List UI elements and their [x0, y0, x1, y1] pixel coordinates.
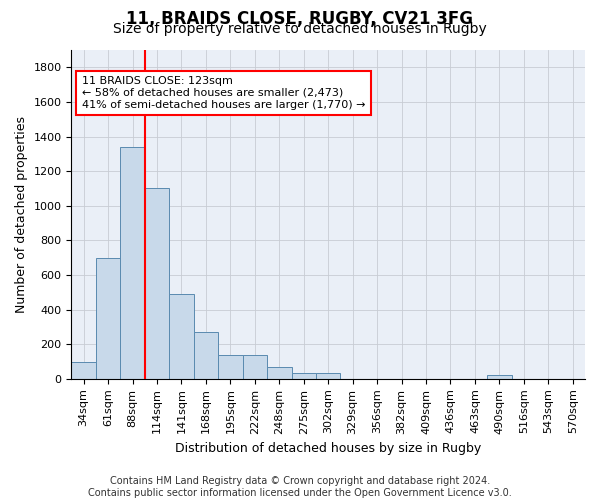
Bar	[487, 376, 512, 379]
X-axis label: Distribution of detached houses by size in Rugby: Distribution of detached houses by size …	[175, 442, 481, 455]
Bar	[292, 373, 316, 379]
Text: Size of property relative to detached houses in Rugby: Size of property relative to detached ho…	[113, 22, 487, 36]
Y-axis label: Number of detached properties: Number of detached properties	[15, 116, 28, 313]
Bar	[121, 147, 145, 379]
Bar	[71, 362, 96, 379]
Text: 11 BRAIDS CLOSE: 123sqm
← 58% of detached houses are smaller (2,473)
41% of semi: 11 BRAIDS CLOSE: 123sqm ← 58% of detache…	[82, 76, 365, 110]
Bar	[169, 294, 194, 379]
Bar	[242, 356, 267, 379]
Bar	[267, 366, 292, 379]
Bar	[218, 356, 242, 379]
Text: Contains HM Land Registry data © Crown copyright and database right 2024.
Contai: Contains HM Land Registry data © Crown c…	[88, 476, 512, 498]
Bar	[316, 373, 340, 379]
Bar	[194, 332, 218, 379]
Text: 11, BRAIDS CLOSE, RUGBY, CV21 3FG: 11, BRAIDS CLOSE, RUGBY, CV21 3FG	[127, 10, 473, 28]
Bar	[96, 258, 121, 379]
Bar	[145, 188, 169, 379]
